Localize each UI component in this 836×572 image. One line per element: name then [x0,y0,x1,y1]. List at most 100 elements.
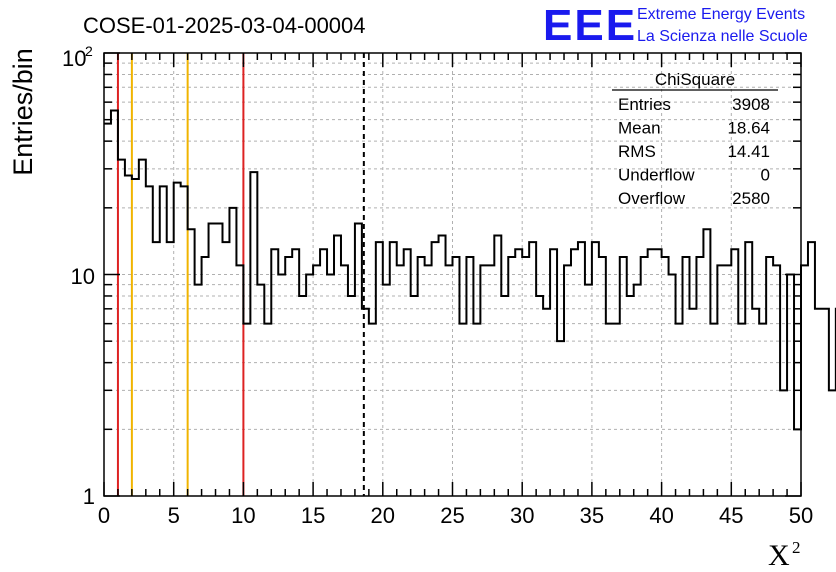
histogram-bin [794,429,801,496]
histogram-bin [822,309,829,496]
histogram-bin [738,324,745,496]
histogram-bin [745,242,752,496]
x-tick-label: 15 [301,503,325,528]
histogram-bin [689,309,696,496]
histogram-bin [522,257,529,496]
stats-box: ChiSquare Entries 3908 Mean 18.64 RMS 14.41 Un… [612,70,778,208]
histogram-bin [453,257,460,496]
histogram-bin [773,265,780,496]
histogram-bin [620,257,627,496]
stats-row-value: 14.41 [727,142,770,161]
histogram-bin [780,390,787,496]
histogram-bin [153,242,160,496]
x-tick-label: 50 [789,503,813,528]
stats-row-label: Overflow [618,189,686,208]
histogram-bin [320,249,327,496]
histogram-bin [508,257,515,496]
histogram-bin [327,275,334,497]
histogram-bin [425,265,432,496]
y-axis-label: Entries/bin [8,48,38,176]
x-tick-label: 10 [231,503,255,528]
histogram-bin [808,242,815,496]
histogram-bin [355,223,362,496]
eee-logo: EEE Extreme Energy Events La Scienza nel… [543,1,808,50]
histogram-bin [313,265,320,496]
stats-row-label: Entries [618,95,671,114]
x-tick-label: 20 [371,503,395,528]
histogram-bin [473,324,480,496]
y-tick-labels: 1 10 10 2 [62,43,95,509]
histogram-bin [801,265,808,496]
histogram-bin [466,257,473,496]
histogram-bin [167,242,174,496]
histogram-bin [571,249,578,496]
x-tick-label: 25 [440,503,464,528]
histogram-bin [216,223,223,496]
run-title: COSE-01-2025-03-04-00004 [83,13,366,38]
histogram-bin [348,296,355,496]
stats-row-label: Underflow [618,166,695,185]
histogram-bin [271,249,278,496]
histogram-bin [606,324,613,496]
histogram-bin [243,324,250,496]
histogram-bin [480,265,487,496]
logo-line-2: La Scienza nelle Scuole [637,28,808,45]
grid [104,53,801,496]
histogram-bin [397,265,404,496]
histogram-bin [487,265,494,496]
histogram-bin [390,242,397,496]
histogram-bin [369,324,376,496]
stats-row-label: RMS [618,142,656,161]
histogram-bin [285,257,292,496]
histogram-bin [306,275,313,497]
histogram-bin [731,249,738,496]
histogram-bin [710,324,717,496]
stats-row-value: 3908 [732,95,770,114]
histogram-bin [341,265,348,496]
histogram-bin [515,249,522,496]
histogram-bin [299,296,306,496]
histogram-bin [501,296,508,496]
histogram-bin [404,249,411,496]
histogram-bin [752,309,759,496]
stats-row-label: Mean [618,119,661,138]
histogram-bin [229,208,236,496]
x-tick-label: 5 [168,503,180,528]
stats-row-value: 18.64 [727,119,770,138]
x-tick-labels: 0 5 10 15 20 25 30 35 40 45 50 [98,503,813,528]
y-tick-label-1: 1 [83,484,95,509]
histogram-bin [446,265,453,496]
histogram-bin [787,275,794,497]
histogram-bin [550,249,557,496]
histogram-bin [683,257,690,496]
plot-frame [103,52,802,497]
histogram-bin [209,223,216,496]
x-tick-label: 30 [510,503,534,528]
histogram-bin [717,265,724,496]
histogram-bin [759,324,766,496]
histogram-bin [236,265,243,496]
histogram-bin [627,296,634,496]
logo-eee-text: EEE [543,1,637,50]
stats-box-title: ChiSquare [655,70,735,89]
histogram-bin [264,324,271,496]
x-axis-label-base: X [768,539,790,572]
y-tick-label-10: 10 [71,264,95,289]
histogram-bin [766,257,773,496]
histogram-bin [557,341,564,496]
histogram-bin [174,183,181,496]
histogram-bin [829,390,836,496]
x-tick-label: 0 [98,503,110,528]
histogram-bin [139,160,146,496]
histogram-bin [459,324,466,496]
histogram-bin [564,265,571,496]
histogram-bin [529,242,536,496]
histogram-bin [125,175,132,496]
histogram-bin [202,257,209,496]
logo-line-1: Extreme Energy Events [637,6,805,23]
histogram-bin [543,309,550,496]
stats-row-value: 2580 [732,189,770,208]
histogram-bin [132,179,139,496]
histogram-bin [662,257,669,496]
